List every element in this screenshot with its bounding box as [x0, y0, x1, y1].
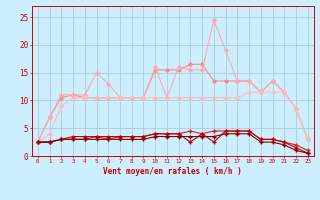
- X-axis label: Vent moyen/en rafales ( km/h ): Vent moyen/en rafales ( km/h ): [103, 167, 242, 176]
